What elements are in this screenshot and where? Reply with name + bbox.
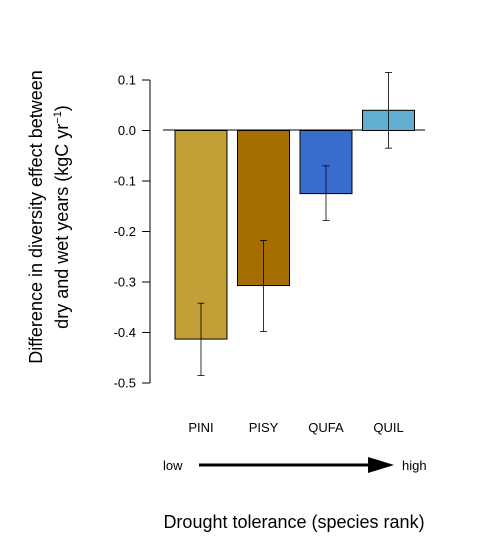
error-bars (197, 72, 392, 376)
x-axis-title: Drought tolerance (species rank) (163, 512, 424, 532)
arrow-label-high: high (402, 458, 427, 473)
y-tick-label: -0.1 (114, 174, 136, 189)
category-labels: PINI PISY QUFA QUIL (188, 420, 403, 435)
y-axis-title-unit-superscript: −1 (52, 111, 64, 124)
arrow-label-low: low (163, 458, 183, 473)
y-tick-label: 0.0 (118, 123, 136, 138)
tolerance-arrow-head (368, 457, 394, 473)
y-ticks: 0.1 0.0 -0.1 -0.2 -0.3 -0.4 -0.5 (114, 73, 150, 391)
y-axis-title-line2-main: dry and wet years (kgC yr (52, 124, 72, 329)
category-label-pisy: PISY (249, 420, 279, 435)
bars (174, 109, 415, 340)
y-tick-label: -0.2 (114, 224, 136, 239)
y-tick-label: -0.3 (114, 275, 136, 290)
y-tick-label: -0.4 (114, 325, 136, 340)
y-tick-label: 0.1 (118, 73, 136, 88)
y-axis-title-line2: dry and wet years (kgC yr−1) (52, 105, 72, 329)
category-label-pini: PINI (188, 420, 213, 435)
y-axis-title-line1: Difference in diversity effect between (26, 70, 46, 364)
y-axis-title-close-paren: ) (52, 105, 72, 111)
category-label-quil: QUIL (373, 420, 403, 435)
y-tick-label: -0.5 (114, 376, 136, 391)
category-label-qufa: QUFA (308, 420, 344, 435)
